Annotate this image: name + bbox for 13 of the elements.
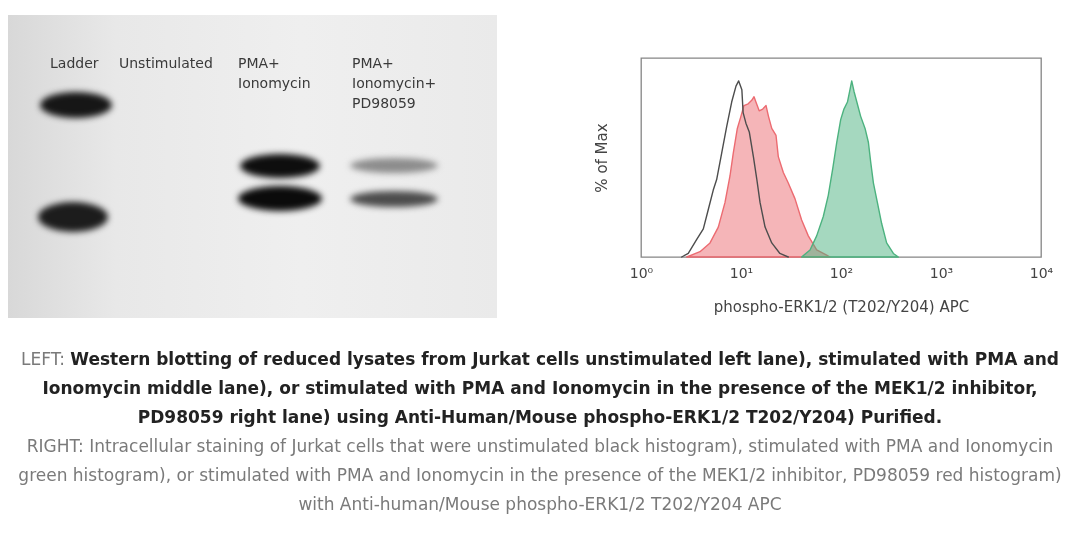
x-tick-label: 10² — [829, 264, 854, 281]
text: PMA+ Ionomycin+ PD98059 — [352, 54, 438, 113]
text: PMA+ Ionomycin — [238, 54, 312, 93]
text: LEFT: Western blotting of reduced lysates from Jurkat cells unstimulated left lane), stimulated with PMA and Ionomycin middle lane), or stimulated with PMA and Ionomycin in the presence of the MEK1/2 inhibitor, PD98059 right lane) using Anti-Human/Mouse phospho-ERK1/2 T202/Y204) Purified. — [20, 349, 1060, 427]
x-tick-label: 10¹ — [729, 264, 754, 281]
x-tick-label: 10³ — [929, 264, 954, 281]
text: Ladder — [50, 54, 100, 73]
x-axis-title: phospho-ERK1/2 (T202/Y204) APC — [713, 297, 970, 316]
x-tick-label: 10⁴ — [1029, 264, 1054, 281]
x-tick-label: 10⁰ — [629, 264, 654, 281]
text: RIGHT: Intracellular staining of Jurkat cells that were unstimulated black histogram), stimulated with PMA and Ionomycin green histogram), or stimulated with PMA and Ionomycin in the presence of the MEK1/2 inhibitor, PD98059 red histogram) with Anti-human/Mouse phospho-ERK1/2 T202/Y204 APC — [18, 436, 1062, 514]
text: Unstimulated — [119, 54, 214, 73]
y-axis-title: % of Max — [592, 123, 611, 193]
